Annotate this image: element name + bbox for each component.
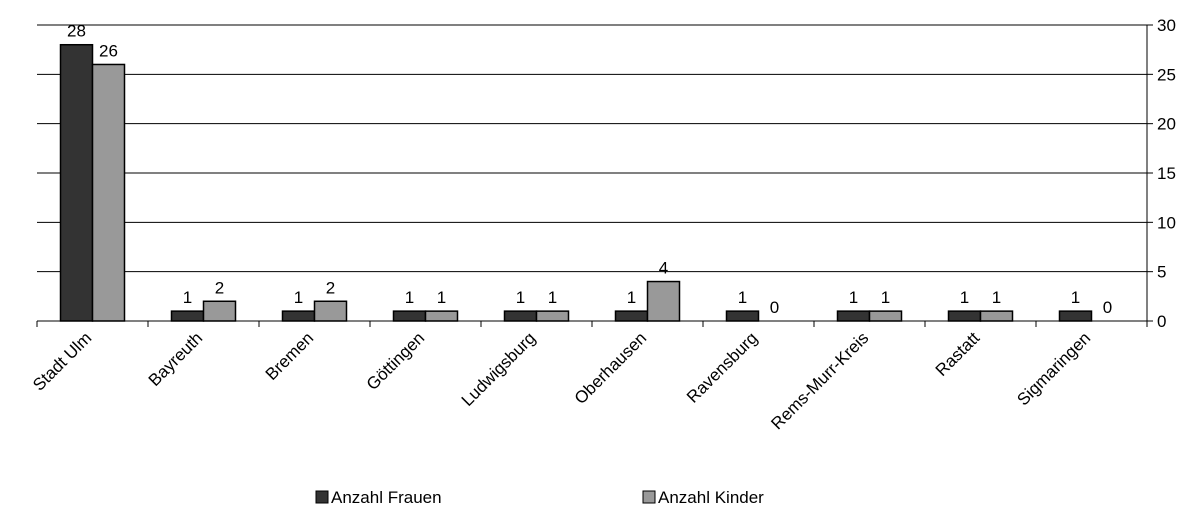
value-label: 1 [992,288,1001,307]
bar [91,63,126,322]
bar [202,300,237,322]
value-label: 4 [659,259,668,278]
x-tick-label: Bayreuth [145,328,207,390]
x-tick-label: Rems-Murr-Kreis [767,328,872,433]
value-label: 26 [99,41,118,60]
y-tick-label: 0 [1157,312,1166,331]
bar [836,310,871,322]
value-label: 1 [738,288,747,307]
x-tick-label: Sigmaringen [1013,328,1094,409]
value-label: 28 [67,22,86,41]
bar [947,310,982,322]
bar [392,310,427,322]
bar [725,310,760,322]
value-label: 1 [183,288,192,307]
bar [313,300,348,322]
value-label: 1 [849,288,858,307]
value-label: 0 [770,298,779,317]
bar [170,310,205,322]
value-label: 1 [516,288,525,307]
bar [614,310,649,322]
legend-swatch [315,490,329,504]
legend-label: Anzahl Kinder [658,488,764,507]
x-tick-label: Rastatt [932,328,984,380]
value-label: 1 [960,288,969,307]
value-label: 1 [627,288,636,307]
bar [424,310,459,322]
bar [59,43,94,322]
value-label: 1 [548,288,557,307]
bar [979,310,1014,322]
x-tick-label: Oberhausen [571,328,651,408]
value-label: 2 [215,278,224,297]
value-label: 0 [1103,298,1112,317]
value-label: 2 [326,278,335,297]
y-tick-label: 5 [1157,263,1166,282]
value-label: 1 [294,288,303,307]
bar [503,310,538,322]
value-label: 1 [881,288,890,307]
bar [1058,310,1093,322]
legend-label: Anzahl Frauen [331,488,442,507]
y-tick-label: 30 [1157,16,1176,35]
y-tick-label: 10 [1157,213,1176,232]
bar [281,310,316,322]
y-tick-label: 25 [1157,65,1176,84]
legend-swatch [642,490,656,504]
bar [646,280,681,322]
x-tick-label: Stadt Ulm [29,328,95,394]
value-label: 1 [437,288,446,307]
x-tick-label: Ludwigsburg [458,328,540,410]
bar [535,310,570,322]
x-tick-label: Göttingen [363,328,429,394]
x-tick-label: Bremen [262,328,318,384]
y-tick-label: 20 [1157,115,1176,134]
x-tick-label: Ravensburg [683,328,761,406]
value-label: 1 [405,288,414,307]
bar [868,310,903,322]
value-label: 1 [1071,288,1080,307]
y-tick-label: 15 [1157,164,1176,183]
